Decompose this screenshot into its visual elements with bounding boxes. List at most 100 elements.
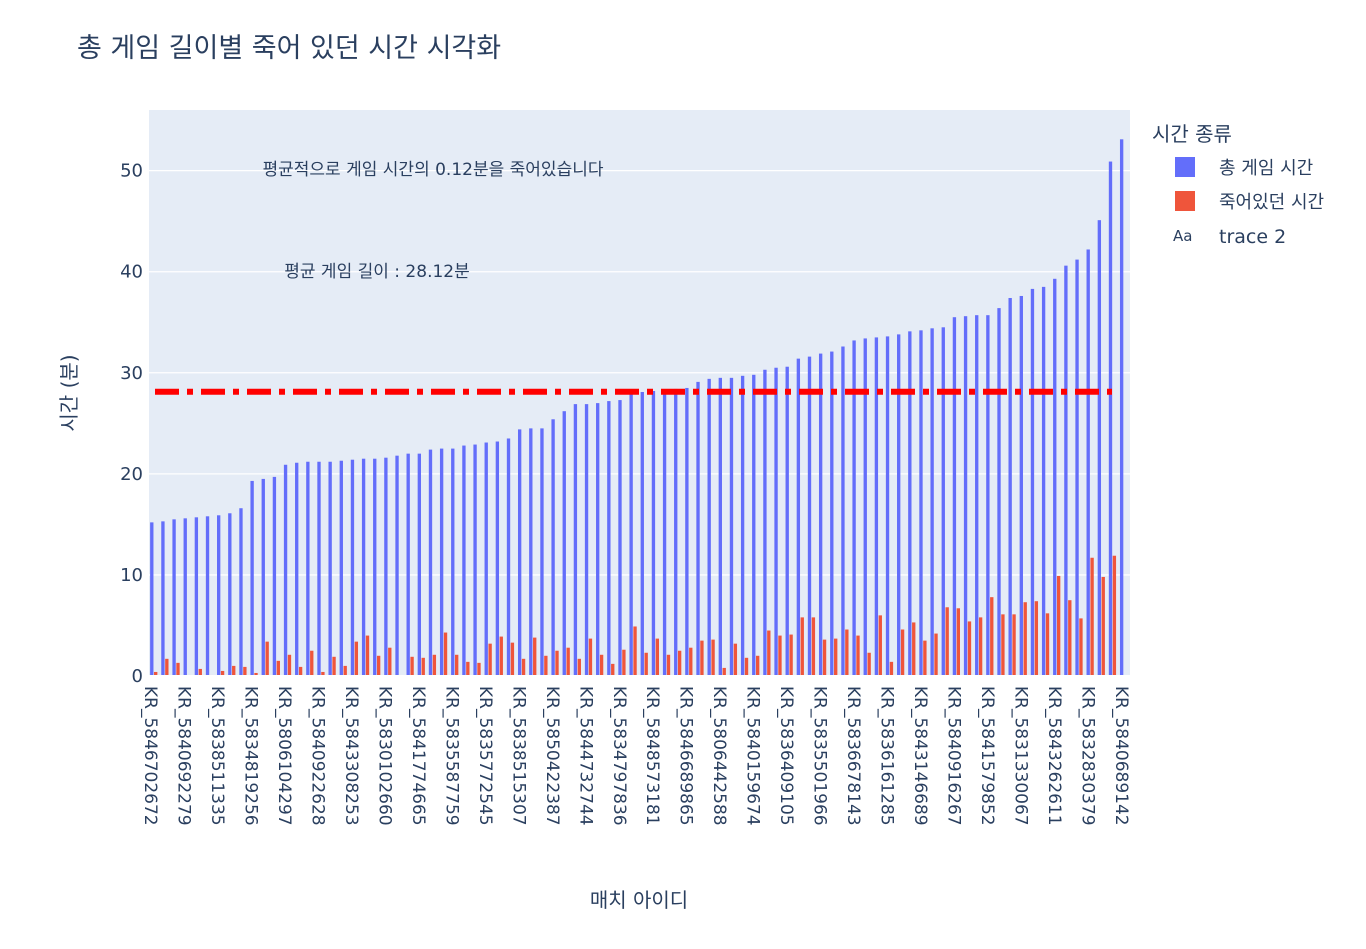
bar-dead-time <box>566 647 570 676</box>
bar-total-game-time <box>428 449 433 676</box>
x-tick-label: KR_5835587759 <box>441 686 461 826</box>
legend-label-trace2: trace 2 <box>1219 226 1286 248</box>
bar-dead-time <box>800 617 804 676</box>
bar-dead-time <box>1023 602 1027 676</box>
bar-total-game-time <box>785 366 789 676</box>
bar-total-game-time <box>328 461 332 676</box>
bar-total-game-time <box>1019 295 1023 676</box>
bar-dead-time <box>1012 614 1016 676</box>
x-tick-label: KR_5843308253 <box>341 686 361 826</box>
bar-dead-time <box>198 668 202 676</box>
legend-swatch-total <box>1175 157 1195 177</box>
bar-total-game-time <box>707 378 711 676</box>
bar-dead-time <box>588 638 593 676</box>
bar-dead-time <box>533 637 537 676</box>
x-tick-label: KR_5840159674 <box>743 686 763 826</box>
bar-dead-time <box>243 666 247 676</box>
bar-total-game-time <box>172 519 176 676</box>
bar-total-game-time <box>774 367 778 676</box>
x-tick-label: KR_5806104297 <box>274 686 294 826</box>
bar-total-game-time <box>1108 161 1113 676</box>
bar-total-game-time <box>562 411 566 676</box>
y-tick-label: 30 <box>120 363 143 384</box>
bar-dead-time <box>912 622 916 676</box>
bar-dead-time <box>689 647 693 676</box>
bar-dead-time <box>655 638 660 676</box>
bar-total-game-time <box>517 429 522 676</box>
bar-dead-time <box>488 643 492 676</box>
bar-total-game-time <box>283 464 288 676</box>
bar-dead-time <box>633 626 637 676</box>
bar-total-game-time <box>885 336 890 676</box>
bar-dead-time <box>1068 600 1072 676</box>
bar-total-game-time <box>818 353 823 676</box>
legend-title: 시간 종류 <box>1152 122 1232 146</box>
bar-total-game-time <box>629 393 633 676</box>
bar-dead-time <box>900 629 905 676</box>
bar-dead-time <box>711 639 715 676</box>
x-tick-label: KR_5838515307 <box>508 686 528 826</box>
bar-total-game-time <box>261 478 265 676</box>
bar-dead-time <box>1034 601 1039 676</box>
bar-total-game-time <box>1008 297 1012 676</box>
bar-dead-time <box>376 655 381 676</box>
bar-total-game-time <box>607 401 611 676</box>
bar-total-game-time <box>1119 139 1124 676</box>
annotation-average-game-length: 평균 게임 길이 : 28.12분 <box>284 262 470 282</box>
bar-total-game-time <box>841 346 845 676</box>
bar-total-game-time <box>239 508 243 676</box>
bar-total-game-time <box>417 453 422 676</box>
y-axis-title: 시간 (분) <box>57 354 81 431</box>
bar-total-game-time <box>1030 288 1035 676</box>
bar-total-game-time <box>740 375 745 676</box>
bar-total-game-time <box>551 419 555 676</box>
bar-dead-time <box>700 640 704 676</box>
bar-total-game-time <box>930 328 934 676</box>
bar-total-game-time <box>1097 220 1102 677</box>
bar-total-game-time <box>696 381 700 676</box>
x-tick-label: KR_5840689142 <box>1111 686 1131 826</box>
x-tick-label: KR_5836678143 <box>843 686 863 826</box>
x-tick-label: KR_5830102660 <box>374 686 394 826</box>
bar-total-game-time <box>373 458 377 676</box>
bar-total-game-time <box>506 438 511 676</box>
bar-dead-time <box>165 658 169 676</box>
bar-total-game-time <box>1053 278 1057 676</box>
bar-dead-time <box>332 656 336 676</box>
bar-total-game-time <box>718 377 722 676</box>
bar-total-game-time <box>997 308 1001 676</box>
bar-total-game-time <box>640 391 644 676</box>
x-tick-label: KR_5806442588 <box>709 686 729 826</box>
bar-total-game-time <box>763 369 767 676</box>
bar-dead-time <box>1056 575 1061 676</box>
x-tick-label: KR_5840692279 <box>173 686 193 826</box>
bar-dead-time <box>477 662 481 676</box>
bar-total-game-time <box>406 453 410 676</box>
y-tick-label: 50 <box>120 161 143 182</box>
x-tick-label: KR_5835772545 <box>475 686 495 826</box>
bar-dead-time <box>967 621 972 676</box>
bar-dead-time <box>1101 576 1105 676</box>
bar-total-game-time <box>963 316 968 676</box>
bar-dead-time <box>154 671 158 676</box>
legend-symbol-text-trace: Aa <box>1173 227 1192 245</box>
bar-dead-time <box>354 641 359 676</box>
bar-dead-time <box>466 661 470 676</box>
bar-total-game-time <box>150 522 154 676</box>
x-tick-label: KR_5835501966 <box>810 686 830 826</box>
bar-total-game-time <box>830 351 834 676</box>
bar-total-game-time <box>674 388 678 676</box>
y-tick-label: 40 <box>120 262 143 283</box>
bar-total-game-time <box>462 445 466 676</box>
bar-dead-time <box>232 665 236 676</box>
bar-total-game-time <box>807 356 812 676</box>
bar-dead-time <box>544 655 548 676</box>
x-tick-label: KR_5843262611 <box>1044 686 1064 826</box>
bar-total-game-time <box>863 338 867 676</box>
bar-total-game-time <box>540 428 544 676</box>
x-tick-label: KR_5838511335 <box>207 686 227 826</box>
bar-total-game-time <box>1064 265 1068 676</box>
bar-dead-time <box>321 671 325 676</box>
bar-dead-time <box>343 665 347 676</box>
